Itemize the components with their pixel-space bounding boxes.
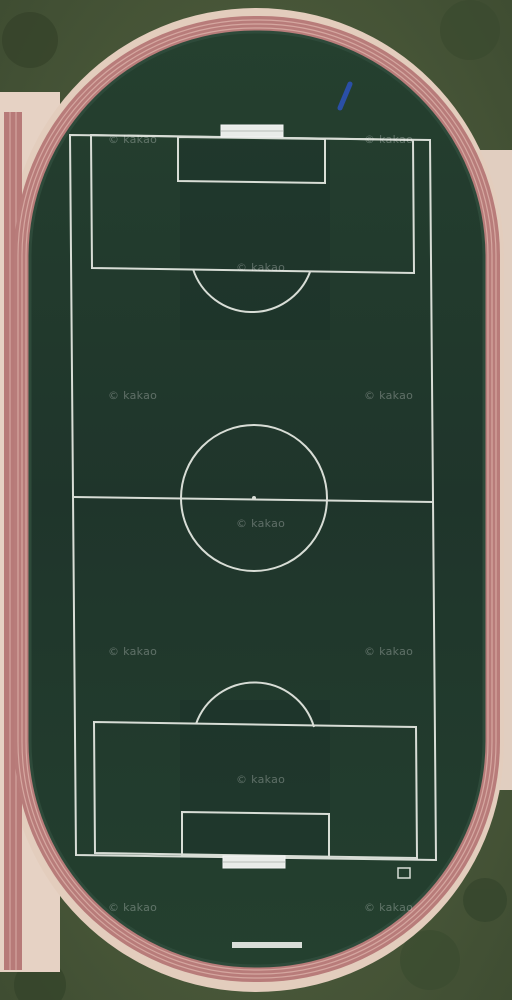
watermark: © kakao [364, 901, 414, 914]
goal-area-top [177, 135, 326, 185]
watermark: © kakao [108, 133, 158, 146]
watermark: © kakao [236, 517, 286, 530]
watermark: © kakao [364, 645, 414, 658]
infield-edge [28, 30, 486, 968]
goalmouth-wear-bottom [180, 700, 330, 860]
goal-bottom [222, 855, 286, 869]
centre-circle [180, 424, 328, 572]
watermark: © kakao [364, 389, 414, 402]
track-lane-line [25, 27, 489, 971]
corner-box [397, 867, 411, 879]
watermark: © kakao [108, 645, 158, 658]
penalty-arc-bottom [195, 681, 315, 728]
goalmouth-wear-top [180, 140, 330, 340]
penalty-area-bottom [92, 720, 419, 860]
centre-spot [252, 496, 256, 500]
watermark: © kakao [236, 261, 286, 274]
watermark: © kakao [236, 773, 286, 786]
watermark: © kakao [108, 389, 158, 402]
penalty-arc-top [192, 268, 311, 314]
track-lane-line [21, 23, 493, 975]
watermark: © kakao [364, 133, 414, 146]
bench-bottom [232, 942, 302, 948]
pitch-markings [68, 133, 438, 862]
blue-equipment [337, 81, 353, 111]
goal-top [220, 124, 284, 138]
track-lane-line [17, 19, 497, 979]
goal-area-bottom [181, 810, 330, 860]
watermark: © kakao [108, 901, 158, 914]
